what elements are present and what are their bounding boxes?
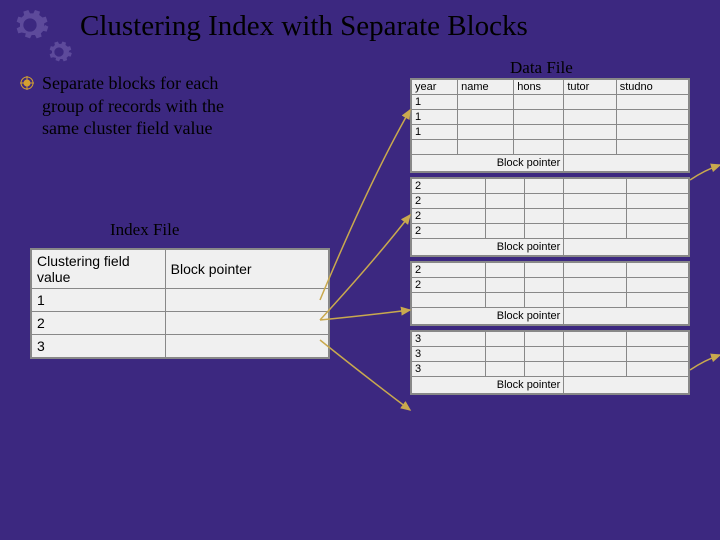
data-header-cell: name: [458, 80, 514, 95]
data-header-cell: year: [412, 80, 458, 95]
data-block: 333Block pointer: [410, 330, 690, 395]
arrow-connector: [320, 110, 410, 300]
bullet-point: Separate blocks for each group of record…: [20, 72, 250, 140]
table-row: 2: [412, 263, 689, 278]
table-row: 3: [412, 362, 689, 377]
table-row: 2: [412, 278, 689, 293]
block-pointer-row: Block pointer: [412, 377, 689, 394]
table-row: 2: [412, 224, 689, 239]
index-header-pointer: Block pointer: [165, 250, 328, 289]
arrow-connector: [320, 310, 410, 320]
table-row: 1: [412, 95, 689, 110]
data-header-cell: hons: [514, 80, 564, 95]
table-row: 1: [412, 110, 689, 125]
table-row: [412, 140, 689, 155]
table-row: [412, 293, 689, 308]
arrow-connector: [690, 355, 720, 370]
block-pointer-row: Block pointer: [412, 308, 689, 325]
block-pointer-row: Block pointer: [412, 155, 689, 172]
table-row: 3: [412, 347, 689, 362]
page-title: Clustering Index with Separate Blocks: [80, 10, 700, 43]
table-row: 2: [412, 209, 689, 224]
index-file-table: Clustering field value Block pointer 1 2…: [30, 248, 330, 359]
arrow-connector: [690, 165, 720, 180]
table-row: 3: [412, 332, 689, 347]
arrow-connector: [320, 340, 410, 410]
table-row: 2: [32, 312, 329, 335]
table-row: 2: [412, 194, 689, 209]
gear-icon: [45, 38, 73, 66]
data-block: 22 Block pointer: [410, 261, 690, 326]
index-header-field: Clustering field value: [32, 250, 166, 289]
data-file-blocks: yearnamehonstutorstudno111Block pointer2…: [410, 78, 690, 395]
bullet-text: Separate blocks for each group of record…: [42, 72, 250, 140]
table-row: 3: [32, 335, 329, 358]
block-pointer-row: Block pointer: [412, 239, 689, 256]
data-file-label: Data File: [510, 58, 573, 78]
table-row: 1: [32, 289, 329, 312]
data-header-cell: studno: [616, 80, 688, 95]
index-file-label: Index File: [110, 220, 179, 240]
bullet-icon: [20, 76, 34, 90]
gear-icon: [10, 5, 50, 45]
data-block: 2222Block pointer: [410, 177, 690, 257]
data-header-cell: tutor: [564, 80, 616, 95]
table-row: 1: [412, 125, 689, 140]
arrow-connector: [320, 215, 410, 320]
table-row: 2: [412, 179, 689, 194]
data-block: yearnamehonstutorstudno111Block pointer: [410, 78, 690, 173]
